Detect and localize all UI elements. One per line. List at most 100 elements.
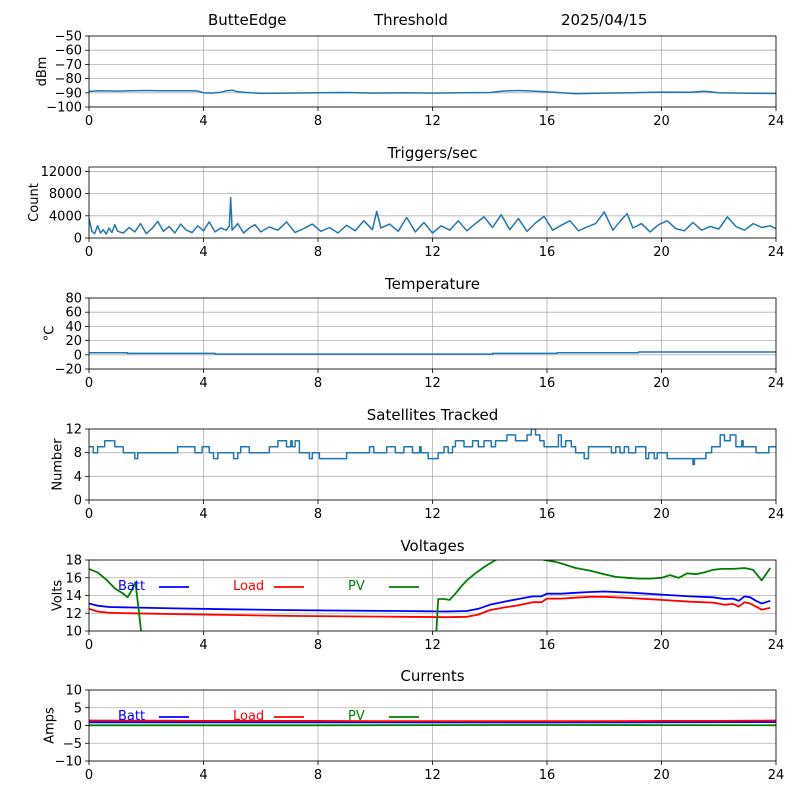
y-tick-label: −60: [55, 44, 82, 59]
legend-label-load: Load: [233, 709, 264, 724]
x-tick-label: 24: [768, 768, 785, 783]
x-tick-label: 12: [424, 245, 441, 260]
x-tick-label: 8: [314, 245, 322, 260]
y-tick-label: −70: [55, 58, 82, 73]
x-tick-label: 12: [424, 114, 441, 129]
x-tick-label: 4: [199, 376, 207, 391]
y-tick-label: −50: [55, 30, 82, 45]
load-line: [89, 595, 771, 619]
x-tick-label: 4: [199, 507, 207, 522]
date-label: 2025/04/15: [561, 11, 648, 29]
x-tick-label: 8: [314, 638, 322, 653]
series-group: [89, 719, 776, 727]
x-tick-label: 4: [199, 245, 207, 260]
x-tick-label: 12: [424, 507, 441, 522]
x-tick-label: 8: [314, 376, 322, 391]
panel-title: Currents: [400, 667, 464, 685]
x-tick-label: 20: [653, 245, 670, 260]
x-tick-label: 20: [653, 638, 670, 653]
panel-0: 0 4 8 12 16 20 24 −100−90−80−70−60−50 dBm: [35, 30, 784, 130]
y-tick-label: 0: [74, 348, 82, 363]
x-tick-label: 16: [539, 638, 556, 653]
x-tick-label: 0: [85, 114, 93, 129]
x-tick-label: 0: [85, 768, 93, 783]
x-tick-label: 4: [199, 638, 207, 653]
batt-line: [89, 590, 771, 613]
x-tick-label: 24: [768, 507, 785, 522]
x-tick-label: 8: [314, 114, 322, 129]
y-tick-label: 10: [65, 625, 82, 640]
panel-5: 0 4 8 12 16 20 24 −10 −5 0 5 10 Currents Amps Batt Load…: [43, 667, 785, 783]
x-tick-label: 8: [314, 768, 322, 783]
y-tick-label: 5: [74, 701, 82, 716]
y-tick-label: −10: [55, 755, 82, 770]
y-axis-label: Amps: [43, 707, 58, 744]
y-tick-label: 12: [65, 607, 82, 622]
y-tick-label: 0: [74, 719, 82, 734]
y-tick-label: −20: [55, 363, 82, 378]
y-axis-label: Volts: [50, 580, 65, 612]
series-group: [89, 351, 776, 355]
x-tick-label: 24: [768, 114, 785, 129]
y-tick-label: 16: [65, 571, 82, 586]
x-tick-label: 24: [768, 638, 785, 653]
y-tick-label: 4000: [49, 209, 82, 224]
y-tick-label: 80: [65, 292, 82, 307]
series-group: [89, 560, 772, 631]
y-tick-label: 8: [74, 446, 82, 461]
x-tick-label: 0: [85, 245, 93, 260]
x-tick-label: 0: [85, 376, 93, 391]
y-tick-label: 4: [74, 470, 82, 485]
y-tick-label: 18: [65, 554, 82, 569]
panel-1: 0 4 8 12 16 20 24 0 4000 8000 12000 Triggers/sec Cou…: [27, 144, 784, 260]
header-label: Threshold: [374, 11, 448, 29]
legend-label-pv: PV: [348, 579, 365, 594]
y-tick-label: −90: [55, 86, 82, 101]
y-axis-label: dBm: [35, 57, 50, 87]
x-tick-label: 24: [768, 376, 785, 391]
y-tick-label: −5: [63, 737, 82, 752]
y-tick-label: −100: [46, 101, 82, 116]
x-tick-label: 12: [424, 638, 441, 653]
y-tick-label: 20: [65, 334, 82, 349]
x-tick-label: 20: [653, 114, 670, 129]
legend-label-batt: Batt: [118, 709, 145, 724]
load-line: [89, 719, 776, 723]
panel-title: Temperature: [384, 275, 480, 293]
series-0-line: [89, 351, 776, 355]
panel-title: Voltages: [400, 537, 464, 555]
y-tick-label: 12000: [41, 165, 82, 180]
y-tick-label: 0: [74, 232, 82, 247]
y-axis-label: Number: [50, 438, 65, 491]
series-group: [89, 196, 776, 235]
station-name: ButteEdge: [208, 11, 287, 29]
x-tick-label: 0: [85, 507, 93, 522]
x-tick-label: 16: [539, 768, 556, 783]
x-tick-label: 12: [424, 376, 441, 391]
y-axis-label: °C: [43, 326, 58, 342]
legend-label-batt: Batt: [118, 579, 145, 594]
x-tick-label: 20: [653, 507, 670, 522]
x-tick-label: 12: [424, 768, 441, 783]
y-tick-label: 0: [74, 494, 82, 509]
legend-label-load: Load: [233, 579, 264, 594]
series-0-line: [89, 196, 776, 235]
x-tick-label: 16: [539, 114, 556, 129]
x-tick-label: 16: [539, 507, 556, 522]
x-tick-label: 4: [199, 768, 207, 783]
x-tick-label: 16: [539, 245, 556, 260]
series-group: [89, 429, 776, 466]
y-tick-label: 60: [65, 306, 82, 321]
x-tick-label: 8: [314, 507, 322, 522]
y-tick-label: 14: [65, 589, 82, 604]
series-0-line: [89, 89, 776, 95]
panel-4: 0 4 8 12 16 20 24 10 12 14 16 18 Voltages Volts Batt Lo…: [50, 537, 785, 653]
y-tick-label: 10: [65, 684, 82, 699]
y-axis-label: Count: [27, 183, 42, 222]
x-tick-label: 4: [199, 114, 207, 129]
y-tick-label: 40: [65, 320, 82, 335]
legend-label-pv: PV: [348, 709, 365, 724]
y-tick-label: 8000: [49, 187, 82, 202]
